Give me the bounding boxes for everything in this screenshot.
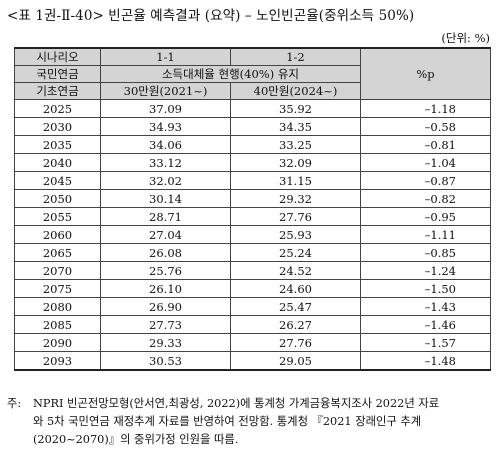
- cell-scenario-1-2: 29.32: [230, 189, 361, 208]
- cell-scenario-1-1: 28.71: [100, 207, 231, 226]
- cell-year: 2035: [14, 135, 101, 154]
- cell-scenario-1-1: 26.10: [100, 279, 231, 298]
- table-row: 2055 28.71 27.76 –0.95: [14, 207, 491, 226]
- cell-scenario-1-2: 25.24: [230, 243, 361, 262]
- cell-year: 2093: [14, 351, 101, 371]
- table-row: 2075 26.10 24.60 –1.50: [14, 279, 491, 298]
- cell-scenario-1-2: 33.25: [230, 135, 361, 154]
- cell-scenario-1-1: 26.90: [100, 297, 231, 316]
- footnote-line-2: 와 5차 국민연금 재정추계 자료를 반영하여 전망함. 통계청 『2021 장…: [33, 415, 422, 428]
- cell-diff: –1.57: [360, 333, 491, 352]
- header-basic-pension: 기초연금: [14, 82, 101, 100]
- table-row: 2080 26.90 25.47 –1.43: [14, 297, 491, 316]
- cell-diff: –1.50: [360, 279, 491, 298]
- cell-year: 2070: [14, 261, 101, 280]
- cell-scenario-1-1: 29.33: [100, 333, 231, 352]
- table-row: 2060 27.04 25.93 –1.11: [14, 225, 491, 244]
- cell-diff: –0.58: [360, 117, 491, 136]
- header-basic-pension-40: 40만원(2024~): [230, 82, 361, 100]
- cell-diff: –1.46: [360, 315, 491, 334]
- header-scenario: 시나리오: [14, 47, 101, 66]
- cell-scenario-1-1: 27.73: [100, 315, 231, 334]
- table-row: 2050 30.14 29.32 –0.82: [14, 189, 491, 208]
- footnote-line-1: NPRI 빈곤전망모형(안서연,최광성, 2022)에 통계청 가계금융복지조사…: [33, 397, 440, 410]
- cell-diff: –0.81: [360, 135, 491, 154]
- table-row: 2045 32.02 31.15 –0.87: [14, 171, 491, 190]
- cell-scenario-1-2: 32.09: [230, 153, 361, 172]
- cell-scenario-1-1: 25.76: [100, 261, 231, 280]
- cell-diff: –1.18: [360, 99, 491, 118]
- cell-scenario-1-2: 35.92: [230, 99, 361, 118]
- cell-diff: –0.87: [360, 171, 491, 190]
- cell-scenario-1-2: 34.35: [230, 117, 361, 136]
- cell-diff: –1.04: [360, 153, 491, 172]
- header-scenario-1-1: 1-1: [100, 47, 231, 66]
- cell-scenario-1-1: 34.93: [100, 117, 231, 136]
- header-diff-pp: %p: [360, 47, 491, 100]
- header-national-pension: 국민연금: [14, 65, 101, 83]
- table-title: <표 1권-Ⅱ-40> 빈곤율 예측결과 (요약) – 노인빈곤율(중위소득 5…: [7, 8, 415, 24]
- cell-scenario-1-2: 31.15: [230, 171, 361, 190]
- footnote: 주: NPRI 빈곤전망모형(안서연,최광성, 2022)에 통계청 가계금융복…: [7, 395, 493, 449]
- cell-scenario-1-2: 26.27: [230, 315, 361, 334]
- header-basic-pension-30: 30만원(2021~): [100, 82, 231, 100]
- cell-year: 2040: [14, 153, 101, 172]
- header-replacement-rate: 소득대체율 현행(40%) 유지: [100, 65, 361, 83]
- cell-year: 2065: [14, 243, 101, 262]
- cell-scenario-1-1: 33.12: [100, 153, 231, 172]
- cell-year: 2030: [14, 117, 101, 136]
- cell-year: 2045: [14, 171, 101, 190]
- cell-diff: –0.85: [360, 243, 491, 262]
- table-row: 2030 34.93 34.35 –0.58: [14, 117, 491, 136]
- cell-scenario-1-1: 32.02: [100, 171, 231, 190]
- cell-diff: –1.48: [360, 351, 491, 371]
- table-row: 2025 37.09 35.92 –1.18: [14, 99, 491, 118]
- cell-scenario-1-1: 26.08: [100, 243, 231, 262]
- table-row: 2085 27.73 26.27 –1.46: [14, 315, 491, 334]
- table-row: 2090 29.33 27.76 –1.57: [14, 333, 491, 352]
- cell-diff: –0.82: [360, 189, 491, 208]
- table-row: 2035 34.06 33.25 –0.81: [14, 135, 491, 154]
- cell-scenario-1-1: 37.09: [100, 99, 231, 118]
- cell-scenario-1-1: 30.14: [100, 189, 231, 208]
- cell-year: 2085: [14, 315, 101, 334]
- cell-scenario-1-1: 27.04: [100, 225, 231, 244]
- cell-scenario-1-2: 27.76: [230, 333, 361, 352]
- cell-year: 2025: [14, 99, 101, 118]
- unit-label: (단위: %): [441, 31, 490, 45]
- cell-diff: –1.24: [360, 261, 491, 280]
- cell-year: 2050: [14, 189, 101, 208]
- cell-diff: –1.43: [360, 297, 491, 316]
- cell-year: 2090: [14, 333, 101, 352]
- cell-diff: –1.11: [360, 225, 491, 244]
- table-body: 2025 37.09 35.92 –1.18 2030 34.93 34.35 –0.58 20…: [14, 99, 491, 371]
- cell-scenario-1-1: 30.53: [100, 351, 231, 371]
- cell-scenario-1-2: 25.47: [230, 297, 361, 316]
- table-row: 2093 30.53 29.05 –1.48: [14, 351, 491, 371]
- cell-year: 2075: [14, 279, 101, 298]
- cell-scenario-1-1: 34.06: [100, 135, 231, 154]
- cell-scenario-1-2: 25.93: [230, 225, 361, 244]
- cell-scenario-1-2: 24.60: [230, 279, 361, 298]
- cell-year: 2055: [14, 207, 101, 226]
- footnote-label: 주:: [7, 397, 22, 410]
- cell-scenario-1-2: 27.76: [230, 207, 361, 226]
- cell-scenario-1-2: 29.05: [230, 351, 361, 371]
- poverty-rate-table: 시나리오 1-1 1-2 %p 국민연금 소득대체율 현행(40%) 유지 기초…: [14, 47, 491, 371]
- cell-scenario-1-2: 24.52: [230, 261, 361, 280]
- cell-year: 2080: [14, 297, 101, 316]
- table-row: 2040 33.12 32.09 –1.04: [14, 153, 491, 172]
- footnote-line-3: (2020~2070)』의 중위가정 인원을 따름.: [33, 433, 239, 446]
- cell-diff: –0.95: [360, 207, 491, 226]
- cell-year: 2060: [14, 225, 101, 244]
- table-row: 2070 25.76 24.52 –1.24: [14, 261, 491, 280]
- header-scenario-1-2: 1-2: [230, 47, 361, 66]
- table-row: 2065 26.08 25.24 –0.85: [14, 243, 491, 262]
